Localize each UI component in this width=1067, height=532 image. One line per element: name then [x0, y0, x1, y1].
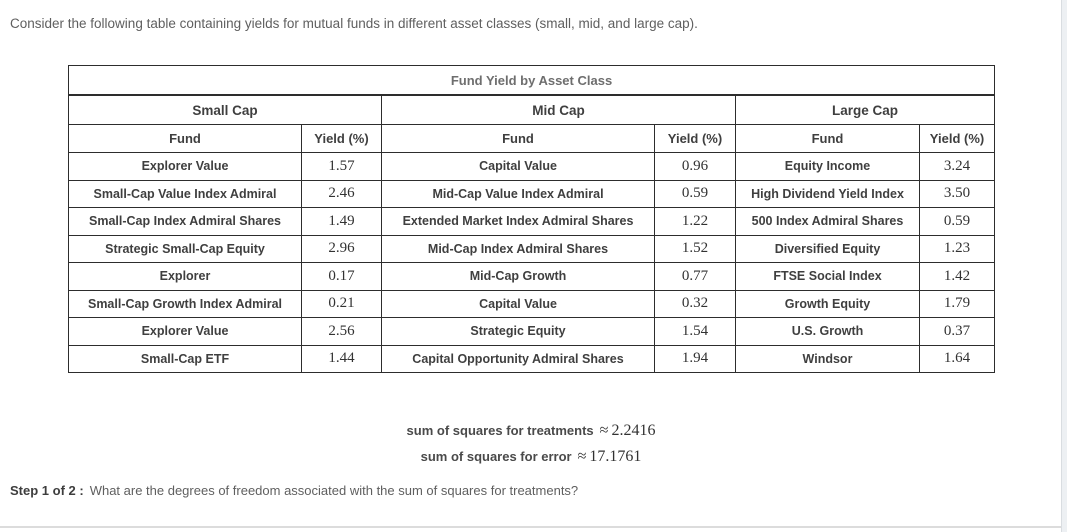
sum-of-squares-block: sum of squares for treatments ≈2.2416 sum…: [0, 421, 1062, 473]
fund-name: Extended Market Index Admiral Shares: [381, 207, 655, 236]
fund-yield: 1.22: [654, 207, 736, 236]
table-row: Explorer Value 2.56 Strategic Equity 1.5…: [68, 317, 996, 346]
table-row: Small-Cap Index Admiral Shares 1.49 Exte…: [68, 207, 996, 236]
fund-name: Diversified Equity: [735, 234, 920, 263]
fund-yield: 1.79: [918, 289, 996, 318]
asset-class-header-row: Small Cap Mid Cap Large Cap: [68, 94, 996, 125]
fund-name: 500 Index Admiral Shares: [735, 207, 920, 236]
fund-name: Explorer Value: [68, 152, 302, 181]
fund-yield: 3.24: [918, 152, 996, 181]
approx-symbol: ≈: [599, 422, 609, 439]
fund-yield: 0.17: [301, 262, 382, 291]
fund-name: Explorer Value: [68, 317, 302, 346]
fund-yield: 1.57: [301, 152, 382, 181]
step-question: What are the degrees of freedom associat…: [89, 483, 579, 498]
mid-cap-yield-header: Yield (%): [654, 124, 736, 153]
fund-yield-table: Fund Yield by Asset Class Small Cap Mid …: [67, 65, 996, 373]
table-row: Small-Cap ETF 1.44 Capital Opportunity A…: [68, 344, 996, 373]
sst-line: sum of squares for treatments ≈2.2416: [0, 421, 1062, 447]
approx-symbol: ≈: [577, 448, 587, 465]
fund-yield: 1.52: [654, 234, 736, 263]
fund-yield: 1.23: [918, 234, 996, 263]
fund-name: Capital Value: [381, 152, 655, 181]
step-question-line: Step 1 of 2 : What are the degrees of fre…: [10, 483, 578, 498]
fund-yield: 0.21: [301, 289, 382, 318]
fund-name: Small-Cap Growth Index Admiral: [68, 289, 302, 318]
small-cap-yield-header: Yield (%): [301, 124, 382, 153]
fund-yield: 2.96: [301, 234, 382, 263]
small-cap-fund-header: Fund: [68, 124, 302, 153]
fund-name: Strategic Equity: [381, 317, 655, 346]
fund-yield: 1.94: [654, 344, 736, 373]
column-header-row: Fund Yield (%) Fund Yield (%) Fund Yield…: [68, 124, 996, 153]
sst-value: 2.2416: [611, 422, 656, 439]
intro-text: Consider the following table containing …: [10, 16, 698, 31]
fund-yield: 1.42: [918, 262, 996, 291]
table-row: Strategic Small-Cap Equity 2.96 Mid-Cap …: [68, 234, 996, 263]
fund-name: Mid-Cap Value Index Admiral: [381, 179, 655, 208]
mid-cap-fund-header: Fund: [381, 124, 655, 153]
fund-name: Strategic Small-Cap Equity: [68, 234, 302, 263]
fund-name: Small-Cap ETF: [68, 344, 302, 373]
fund-name: Explorer: [68, 262, 302, 291]
sse-label: sum of squares for error: [420, 449, 572, 464]
vertical-scrollbar[interactable]: [1061, 0, 1067, 532]
table-title: Fund Yield by Asset Class: [67, 65, 996, 96]
fund-yield: 0.96: [654, 152, 736, 181]
sse-value: 17.1761: [589, 448, 642, 465]
fund-name: Mid-Cap Growth: [381, 262, 655, 291]
fund-name: Mid-Cap Index Admiral Shares: [381, 234, 655, 263]
fund-name: FTSE Social Index: [735, 262, 920, 291]
fund-yield: 3.50: [918, 179, 996, 208]
fund-name: Capital Opportunity Admiral Shares: [381, 344, 655, 373]
fund-yield: 1.54: [654, 317, 736, 346]
group-header-small-cap: Small Cap: [68, 94, 382, 125]
fund-yield: 1.64: [918, 344, 996, 373]
fund-yield: 0.77: [654, 262, 736, 291]
large-cap-fund-header: Fund: [735, 124, 920, 153]
fund-name: Equity Income: [735, 152, 920, 181]
fund-yield: 0.59: [918, 207, 996, 236]
group-header-mid-cap: Mid Cap: [381, 94, 736, 125]
fund-name: Small-Cap Index Admiral Shares: [68, 207, 302, 236]
fund-name: Capital Value: [381, 289, 655, 318]
fund-yield: 2.46: [301, 179, 382, 208]
sse-line: sum of squares for error ≈17.1761: [0, 447, 1062, 473]
large-cap-yield-header: Yield (%): [918, 124, 996, 153]
fund-name: Growth Equity: [735, 289, 920, 318]
sst-label: sum of squares for treatments: [406, 423, 594, 438]
table-row: Small-Cap Growth Index Admiral 0.21 Capi…: [68, 289, 996, 318]
fund-name: Windsor: [735, 344, 920, 373]
table-row: Small-Cap Value Index Admiral 2.46 Mid-C…: [68, 179, 996, 208]
table-row: Explorer Value 1.57 Capital Value 0.96 E…: [68, 152, 996, 181]
fund-name: High Dividend Yield Index: [735, 179, 920, 208]
table-row: Explorer 0.17 Mid-Cap Growth 0.77 FTSE S…: [68, 262, 996, 291]
group-header-large-cap: Large Cap: [734, 94, 996, 125]
fund-yield: 1.49: [301, 207, 382, 236]
fund-name: Small-Cap Value Index Admiral: [68, 179, 302, 208]
fund-yield: 0.32: [654, 289, 736, 318]
fund-yield: 1.44: [301, 344, 382, 373]
bottom-divider: [0, 526, 1067, 528]
fund-yield: 2.56: [301, 317, 382, 346]
table-title-row: Fund Yield by Asset Class: [67, 65, 996, 96]
fund-yield: 0.37: [918, 317, 996, 346]
fund-name: U.S. Growth: [735, 317, 920, 346]
step-label: Step 1 of 2 :: [10, 483, 84, 498]
fund-yield: 0.59: [654, 179, 736, 208]
